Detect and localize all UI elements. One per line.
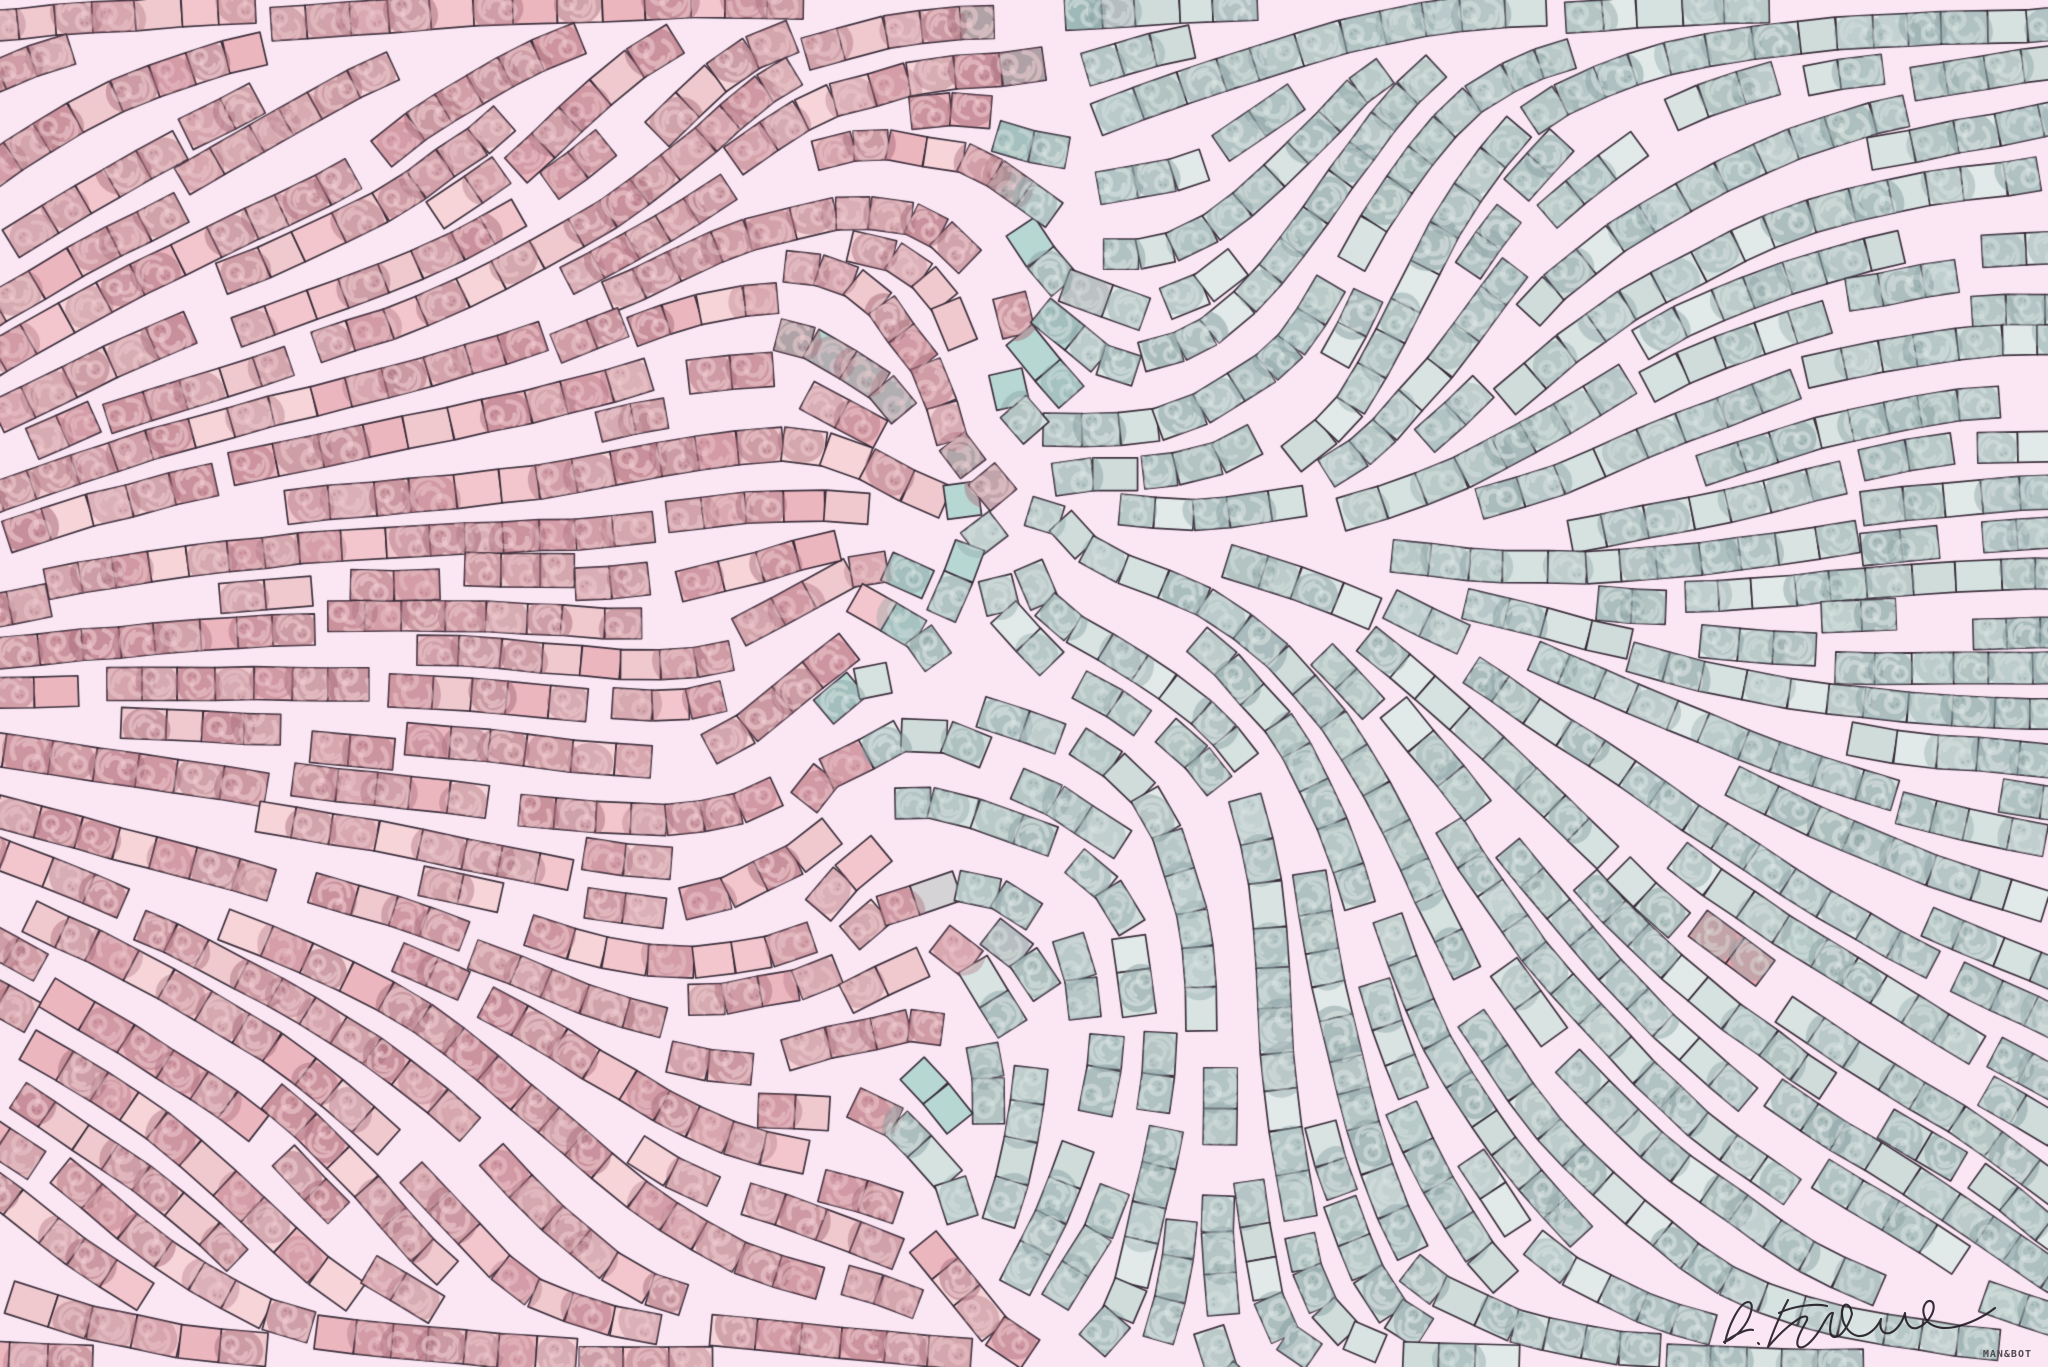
watermark-text: MAN&BOT bbox=[1982, 1349, 2032, 1360]
